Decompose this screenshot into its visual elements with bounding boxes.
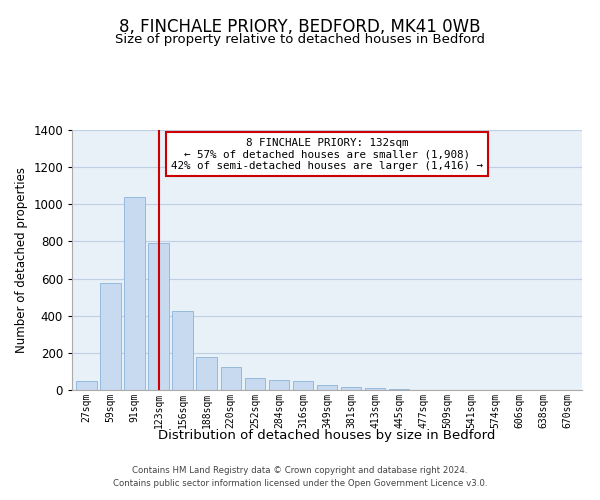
Bar: [221, 367, 241, 390]
Text: 8 FINCHALE PRIORY: 132sqm
← 57% of detached houses are smaller (1,908)
42% of se: 8 FINCHALE PRIORY: 132sqm ← 57% of detac…: [171, 138, 483, 171]
Text: 8, FINCHALE PRIORY, BEDFORD, MK41 0WB: 8, FINCHALE PRIORY, BEDFORD, MK41 0WB: [119, 18, 481, 36]
Bar: [293, 380, 313, 390]
Bar: [172, 311, 193, 390]
Bar: [76, 380, 97, 390]
Bar: [389, 389, 409, 390]
Bar: [341, 386, 361, 390]
Bar: [365, 388, 385, 390]
Text: Distribution of detached houses by size in Bedford: Distribution of detached houses by size …: [158, 428, 496, 442]
Bar: [124, 197, 145, 390]
Bar: [269, 380, 289, 390]
Text: Contains HM Land Registry data © Crown copyright and database right 2024.
Contai: Contains HM Land Registry data © Crown c…: [113, 466, 487, 487]
Bar: [317, 386, 337, 390]
Bar: [148, 244, 169, 390]
Y-axis label: Number of detached properties: Number of detached properties: [14, 167, 28, 353]
Text: Size of property relative to detached houses in Bedford: Size of property relative to detached ho…: [115, 32, 485, 46]
Bar: [196, 357, 217, 390]
Bar: [100, 283, 121, 390]
Bar: [245, 378, 265, 390]
